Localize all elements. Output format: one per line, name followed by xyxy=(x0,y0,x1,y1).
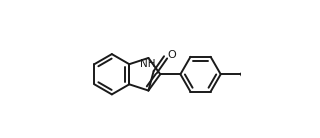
Text: NH: NH xyxy=(140,59,155,69)
Text: O: O xyxy=(167,50,176,60)
